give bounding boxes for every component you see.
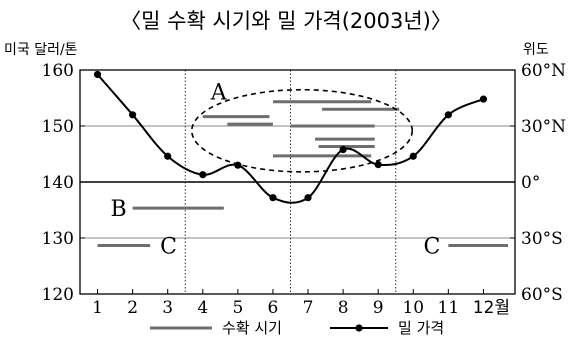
- price-point-4: [199, 171, 207, 179]
- x-tick-label-12: 12월: [473, 298, 510, 318]
- harvest-bars: [97, 100, 508, 247]
- price-point-7: [304, 194, 312, 202]
- grid-lines: [80, 125, 515, 239]
- x-tick-label-8: 8: [338, 298, 349, 318]
- x-tick-label-6: 6: [268, 298, 279, 318]
- price-point-1: [93, 70, 102, 79]
- month-divider-lines: [184, 70, 397, 294]
- region-a-ellipse: [190, 88, 414, 173]
- legend: 수확 시기 밀 가격: [150, 319, 444, 337]
- x-tick-label-5: 5: [232, 298, 243, 318]
- right-tick-label-2: 0°: [521, 173, 540, 193]
- right-tick-label-1: 30°N: [521, 117, 566, 137]
- x-tick-label-11: 11: [438, 298, 460, 318]
- left-tick-label-150: 150: [42, 117, 74, 137]
- x-axis-ticks: 1 2 3 4 5 6 7 8 9 10 11 12월: [92, 289, 510, 318]
- x-tick-label-3: 3: [162, 298, 173, 318]
- region-label-a-1: A: [210, 81, 228, 106]
- x-tick-label-4: 4: [197, 298, 208, 318]
- x-tick-label-1: 1: [92, 298, 103, 318]
- price-point-3: [164, 152, 172, 160]
- x-tick-label-7: 7: [303, 298, 314, 318]
- price-point-10: [409, 152, 417, 160]
- legend-harvest-label: 수확 시기: [222, 319, 282, 337]
- price-point-8: [339, 145, 347, 154]
- x-tick-label-9: 9: [373, 298, 384, 318]
- left-tick-label-140: 140: [42, 173, 74, 193]
- region-label-b-2: B: [110, 197, 126, 222]
- price-point-6: [269, 194, 277, 202]
- price-point-11: [444, 111, 452, 119]
- region-labels: A B C C: [110, 81, 440, 260]
- left-axis-ticks: 160 150 140 130 120: [42, 61, 85, 305]
- price-point-5: [234, 161, 242, 169]
- left-axis-label: 미국 달러/톤: [4, 42, 78, 58]
- price-point-2: [129, 111, 137, 119]
- legend-price-marker: [355, 324, 363, 332]
- left-tick-label-130: 130: [42, 229, 74, 249]
- price-line: [96, 73, 484, 204]
- left-tick-label-160: 160: [42, 61, 74, 81]
- right-axis-label: 위도: [523, 42, 549, 58]
- right-tick-label-3: 30°S: [521, 229, 563, 249]
- chart-title: 〈밀 수확 시기와 밀 가격(2003년)〉: [120, 9, 452, 33]
- price-series: [93, 70, 488, 204]
- x-tick-label-2: 2: [127, 298, 138, 318]
- region-label-c-4: C: [424, 234, 441, 259]
- right-tick-label-4: 60°S: [521, 285, 563, 305]
- right-axis-ticks: 60°N 30°N 0° 30°S 60°S: [510, 61, 566, 305]
- legend-price-label: 밀 가격: [398, 319, 444, 337]
- x-tick-label-10: 10: [402, 298, 424, 318]
- left-tick-label-120: 120: [42, 285, 74, 305]
- right-tick-label-0: 60°N: [521, 61, 566, 81]
- region-label-c-3: C: [160, 234, 177, 259]
- price-point-9: [374, 161, 382, 169]
- price-point-12: [479, 95, 488, 103]
